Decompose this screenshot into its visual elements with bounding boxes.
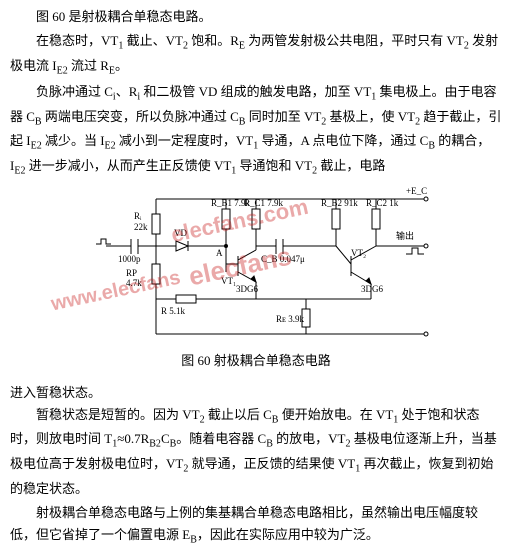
sub: E2 <box>14 166 25 177</box>
paragraph-6: 射极耦合单稳态电路与上例的集基耦合单稳态电路相比，虽然输出电压幅度较低，但它省掉… <box>10 502 502 548</box>
p2g: 。 <box>115 58 128 73</box>
svg-text:1000p: 1000p <box>118 254 141 264</box>
lbl-ec: +E_C <box>406 186 427 196</box>
t: 基极上，使 VT <box>326 109 415 124</box>
t: 暂稳状态是短暂的。因为 VT <box>36 407 200 422</box>
sub: B <box>190 534 197 545</box>
t: 导通，A 点电位下降，通过 C <box>258 133 428 148</box>
paragraph-3: 负脉冲通过 Ci、Ri 和二极管 VD 组成的触发电路，加至 VT1 集电极上。… <box>10 81 502 179</box>
svg-text:22k: 22k <box>134 222 148 232</box>
svg-text:VD: VD <box>174 228 187 238</box>
t: ≈0.7R <box>117 431 149 446</box>
svg-text:R_C2 1k: R_C2 1k <box>366 198 399 208</box>
paragraph-2: 在稳态时，VT1 截止、VT2 饱和。RE 为两管发射极公共电阻，平时只有 VT… <box>10 30 502 79</box>
t: C <box>161 431 170 446</box>
t: 便开始放电。在 VT <box>278 407 393 422</box>
t: 和二极管 VD 组成的触发电路，加至 VT <box>140 84 371 99</box>
t: 截止以后 C <box>205 407 272 422</box>
svg-text:VT₂: VT₂ <box>351 248 366 258</box>
t: 。随着电容器 C <box>176 431 266 446</box>
t: 进一步减小，从而产生正反馈使 VT <box>25 158 231 173</box>
svg-text:RP: RP <box>126 268 137 278</box>
p2c: 饱和。R <box>188 33 239 48</box>
t: 就导通，正反馈的结果使 VT <box>188 456 355 471</box>
p2a: 在稳态时，VT <box>36 33 118 48</box>
t: 导通饱和 VT <box>236 158 312 173</box>
svg-text:Rᴇ 3.9k: Rᴇ 3.9k <box>276 314 305 324</box>
t: 、R <box>116 84 138 99</box>
t: 负脉冲通过 C <box>36 84 113 99</box>
p2d: 为两管发射极公共电阻，平时只有 VT <box>245 33 464 48</box>
sub: B <box>428 141 435 152</box>
sub: E2 <box>57 65 68 76</box>
sub: B2 <box>149 439 161 450</box>
t: 两端电压突变，所以负脉冲通过 C <box>42 109 239 124</box>
t: 的放电，VT <box>273 431 346 446</box>
sub: B <box>35 116 42 127</box>
sub: E2 <box>31 141 42 152</box>
p2f: 流过 R <box>68 58 109 73</box>
p2b: 截止、VT <box>123 33 183 48</box>
sub: B <box>266 439 273 450</box>
svg-text:R_B2 91k: R_B2 91k <box>321 198 358 208</box>
t: 减少。当 I <box>42 133 105 148</box>
t: 减小到一定程度时，VT <box>116 133 254 148</box>
svg-text:4.7k: 4.7k <box>126 278 142 288</box>
sub: E2 <box>105 141 116 152</box>
paragraph-4: 进入暂稳状态。 <box>10 382 502 404</box>
svg-text:3DG6: 3DG6 <box>361 284 383 294</box>
svg-text:VT₁: VT₁ <box>221 276 236 286</box>
svg-text:输出: 输出 <box>396 230 414 241</box>
paragraph-5: 暂稳状态是短暂的。因为 VT2 截止以后 CB 便开始放电。在 VT1 处于饱和… <box>10 404 502 500</box>
svg-text:3DG6: 3DG6 <box>236 284 258 294</box>
figure-caption: 图 60 射极耦合单稳态电路 <box>10 350 502 372</box>
circuit-figure: elecfans.com www.elecfans elecfans +E_C … <box>10 184 502 344</box>
t: 同时加至 VT <box>245 109 321 124</box>
svg-text:R 5.1k: R 5.1k <box>161 306 186 316</box>
t: ，因此在实际应用中较为广泛。 <box>197 527 379 542</box>
svg-text:A: A <box>216 248 223 258</box>
circuit-diagram: +E_C Rᵢ 22k 1000p VD RP 4.7k <box>76 184 436 339</box>
t: 截止，电路 <box>317 158 385 173</box>
svg-text:Rᵢ: Rᵢ <box>134 211 142 221</box>
svg-text:R_C1 7.9k: R_C1 7.9k <box>244 198 284 208</box>
paragraph-1: 图 60 是射极耦合单稳态电路。 <box>10 6 502 28</box>
svg-text:C_B 0.047μ: C_B 0.047μ <box>261 254 305 264</box>
